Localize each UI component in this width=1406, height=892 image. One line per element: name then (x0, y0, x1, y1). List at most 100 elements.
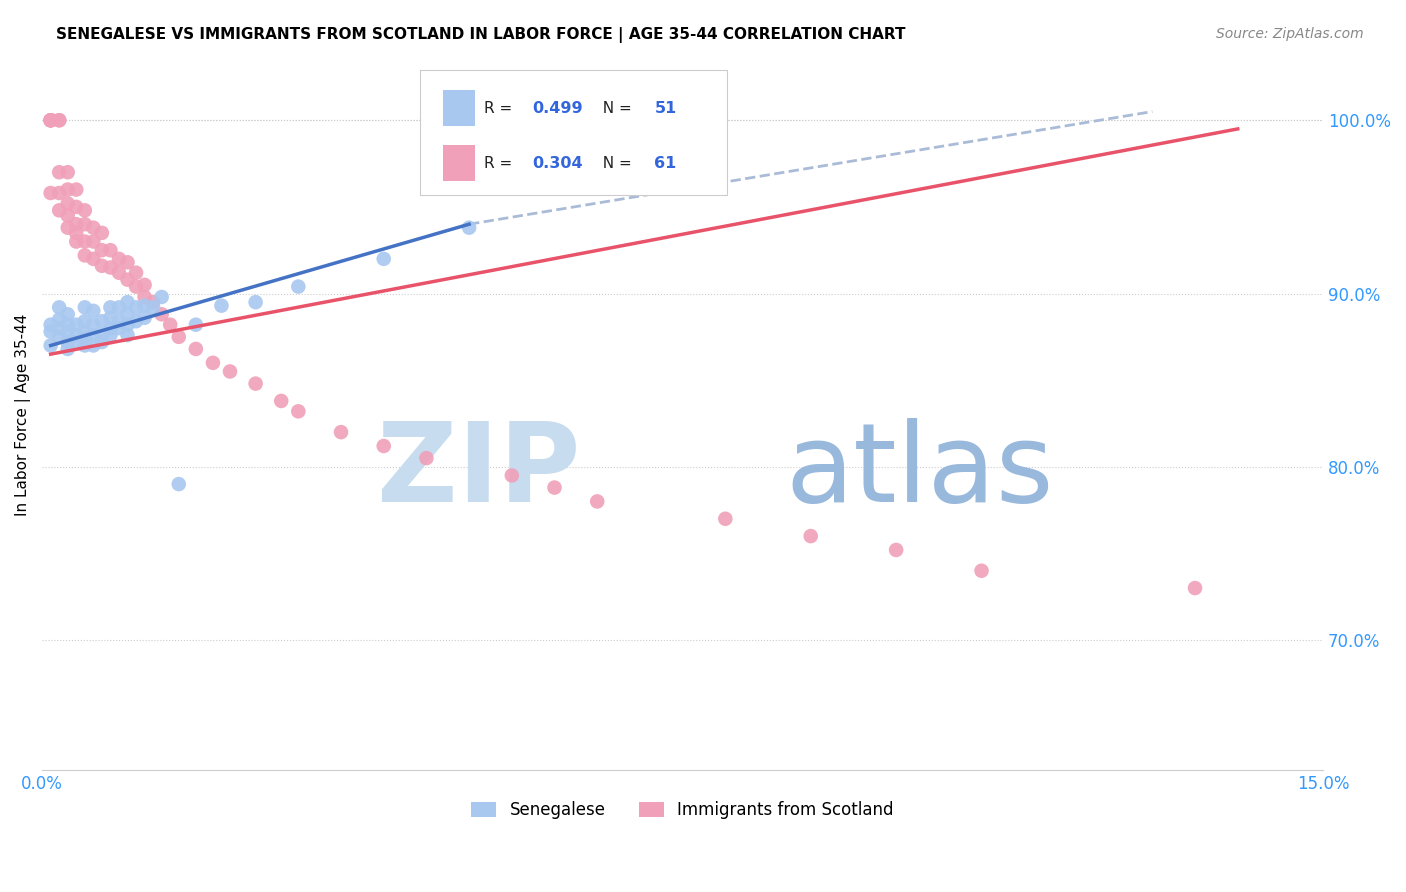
Point (125, 314, 148, 328)
Point (501, 468, 523, 483)
Point (117, 307, 139, 321)
Point (65, 318, 87, 332)
Point (211, 299, 233, 313)
Point (373, 439, 395, 453)
Point (201, 356, 224, 370)
Point (108, 266, 131, 280)
Text: Source: ZipAtlas.com: Source: ZipAtlas.com (1216, 27, 1364, 41)
Point (543, 481, 565, 495)
Point (48, 301, 70, 315)
Point (56, 307, 79, 321)
Point (48, 113, 70, 128)
Bar (443, 145, 475, 181)
Point (73, 217, 96, 231)
Point (159, 318, 181, 332)
Point (39, 325, 62, 339)
Text: 51: 51 (654, 101, 676, 116)
Point (117, 318, 139, 332)
Bar (443, 90, 475, 126)
Point (100, 310, 122, 325)
Y-axis label: In Labor Force | Age 35-44: In Labor Force | Age 35-44 (15, 314, 31, 516)
Point (48, 321, 70, 335)
Point (970, 564, 993, 578)
Point (82, 252, 104, 266)
Point (73, 301, 96, 315)
Point (56, 325, 79, 339)
Point (100, 321, 122, 335)
Point (48, 186, 70, 200)
Point (219, 364, 242, 378)
Point (142, 301, 165, 315)
Point (90, 334, 112, 349)
Text: N =: N = (593, 101, 637, 116)
Point (184, 342, 207, 356)
Point (56, 342, 79, 356)
Point (56, 220, 79, 235)
Point (125, 266, 148, 280)
Point (245, 295, 267, 310)
Point (39, 186, 62, 200)
Point (117, 273, 139, 287)
Point (800, 529, 823, 543)
Point (100, 260, 122, 275)
Point (65, 235, 87, 249)
Point (134, 277, 156, 292)
Point (73, 248, 96, 262)
Point (108, 314, 131, 328)
Point (82, 318, 104, 332)
Point (65, 328, 87, 343)
Point (65, 217, 87, 231)
Point (125, 301, 148, 315)
Point (56, 165, 79, 179)
Point (82, 338, 104, 352)
Text: 61: 61 (654, 156, 676, 170)
Point (90, 243, 112, 257)
Text: atlas: atlas (785, 418, 1053, 525)
Text: R =: R = (484, 156, 517, 170)
Point (287, 404, 309, 418)
Point (117, 255, 139, 269)
Text: R =: R = (484, 101, 517, 116)
Point (330, 425, 353, 439)
Point (73, 203, 96, 218)
Point (73, 332, 96, 346)
Point (39, 338, 62, 352)
Point (56, 209, 79, 223)
Point (184, 318, 207, 332)
Point (167, 330, 190, 344)
Point (373, 252, 395, 266)
Point (82, 220, 104, 235)
Point (117, 295, 139, 310)
Point (73, 325, 96, 339)
Point (73, 235, 96, 249)
Text: SENEGALESE VS IMMIGRANTS FROM SCOTLAND IN LABOR FORCE | AGE 35-44 CORRELATION CH: SENEGALESE VS IMMIGRANTS FROM SCOTLAND I… (56, 27, 905, 43)
Point (82, 303, 104, 318)
Point (90, 226, 112, 240)
Point (48, 203, 70, 218)
Point (90, 314, 112, 328)
Point (100, 328, 122, 343)
Point (65, 183, 87, 197)
Point (586, 494, 609, 508)
Point (100, 243, 122, 257)
Point (714, 512, 737, 526)
Point (48, 165, 70, 179)
Text: ZIP: ZIP (377, 418, 581, 525)
Point (56, 196, 79, 211)
FancyBboxPatch shape (420, 70, 727, 194)
Point (65, 200, 87, 214)
Point (48, 330, 70, 344)
Point (150, 307, 173, 321)
Point (90, 259, 112, 273)
Point (82, 328, 104, 343)
Point (48, 312, 70, 326)
Point (1184, 581, 1206, 595)
Point (65, 334, 87, 349)
Point (117, 328, 139, 343)
Point (270, 393, 292, 408)
Point (245, 376, 267, 391)
Point (39, 113, 62, 128)
Point (134, 310, 156, 325)
Point (287, 279, 309, 293)
Point (884, 543, 907, 558)
